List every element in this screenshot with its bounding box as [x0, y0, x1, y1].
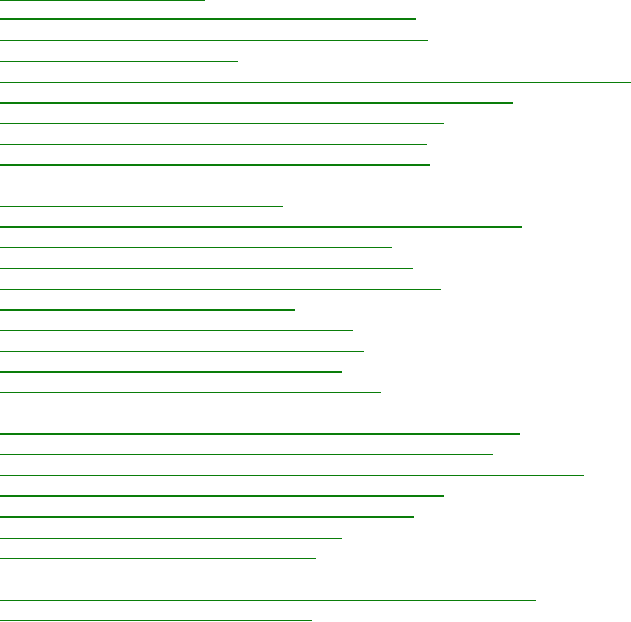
page: {} html, body { margin: 0; padding: 0; b… [0, 0, 631, 622]
page-body [0, 0, 631, 622]
link-list [0, 0, 631, 621]
